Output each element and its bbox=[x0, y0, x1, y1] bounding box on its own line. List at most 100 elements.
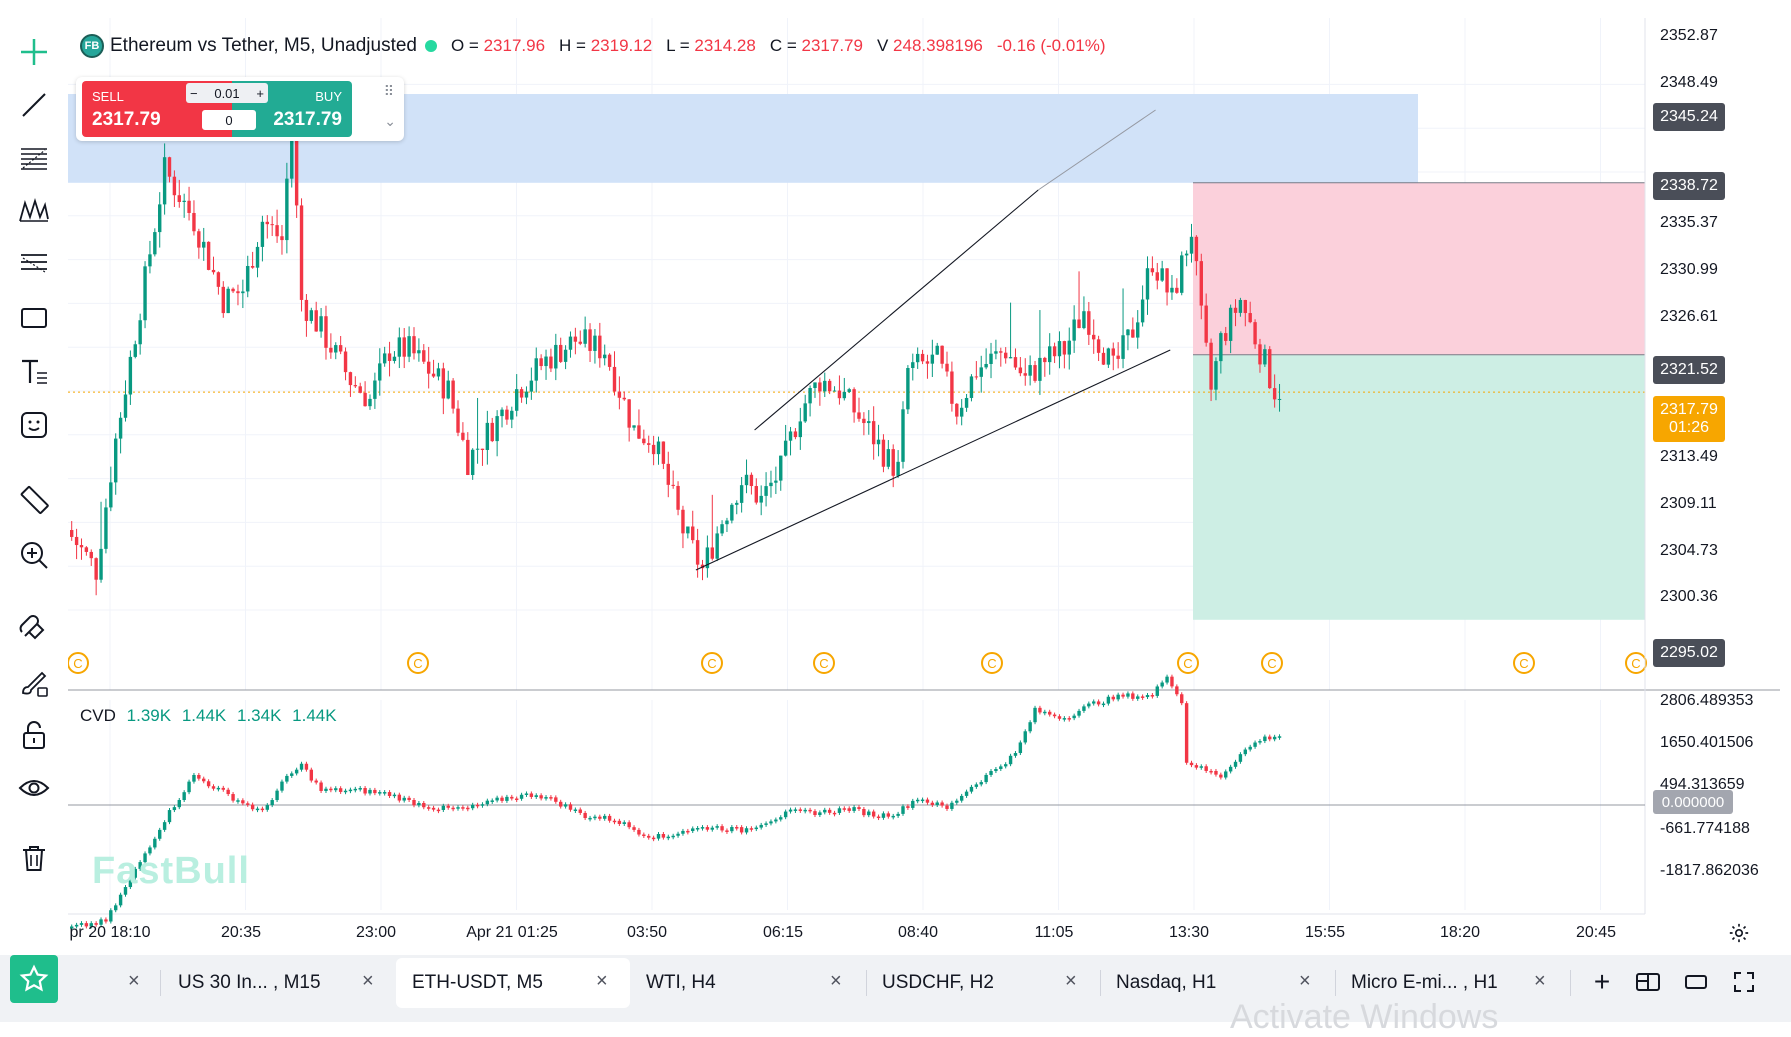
tab-usdchf[interactable]: USDCHF, H2 bbox=[870, 958, 1006, 1008]
tab-wti[interactable]: WTI, H4 bbox=[636, 958, 726, 1008]
tab-close-button[interactable]: × bbox=[830, 970, 842, 992]
candle bbox=[705, 547, 710, 569]
candle bbox=[143, 266, 147, 321]
rectangle-icon[interactable] bbox=[14, 298, 54, 338]
cvd-candle bbox=[172, 807, 177, 811]
settings-gear-icon[interactable] bbox=[1728, 922, 1750, 944]
candle bbox=[911, 362, 915, 369]
cvd-candle bbox=[290, 773, 294, 776]
watchlist-button[interactable] bbox=[10, 955, 58, 1003]
economic-event-marker[interactable]: C bbox=[1261, 652, 1283, 674]
emoji-icon[interactable] bbox=[14, 405, 54, 445]
cvd-candle bbox=[1101, 703, 1106, 706]
economic-event-marker[interactable]: C bbox=[407, 652, 429, 674]
cvd-candle bbox=[348, 789, 353, 792]
crosshair-icon[interactable] bbox=[14, 32, 54, 72]
tab-us30[interactable]: US 30 In... , M15 bbox=[166, 958, 333, 1008]
symbol-title[interactable]: Ethereum vs Tether, M5, Unadjusted bbox=[110, 35, 417, 56]
cvd-candle bbox=[989, 771, 993, 775]
trend-line-icon[interactable] bbox=[14, 85, 54, 125]
candle bbox=[720, 524, 724, 534]
economic-event-marker[interactable]: C bbox=[1177, 652, 1199, 674]
chevron-down-icon[interactable]: ⌄ bbox=[384, 113, 396, 129]
add-tab-button[interactable]: + bbox=[1593, 966, 1611, 997]
text-tool-icon[interactable] bbox=[14, 352, 54, 392]
layout-icon[interactable] bbox=[1632, 966, 1664, 998]
cvd-candle bbox=[1155, 686, 1159, 696]
tab-micro-emini[interactable]: Micro E-mi... , H1 bbox=[1339, 958, 1510, 1008]
cvd-candle bbox=[216, 787, 221, 790]
cvd-candle bbox=[158, 829, 162, 839]
candle bbox=[1111, 348, 1115, 356]
ruler-icon[interactable] bbox=[14, 480, 54, 520]
tab-close-button[interactable]: × bbox=[596, 970, 608, 992]
prediction-icon[interactable] bbox=[14, 243, 54, 283]
tab-close-button[interactable]: × bbox=[362, 970, 374, 992]
candle bbox=[994, 351, 998, 354]
tab-nasdaq[interactable]: Nasdaq, H1 bbox=[1104, 958, 1228, 1008]
zoom-in-icon[interactable] bbox=[14, 535, 54, 575]
cvd-candle bbox=[881, 813, 886, 818]
candle bbox=[1028, 365, 1032, 376]
cvd-label[interactable]: CVD bbox=[80, 706, 116, 725]
candle bbox=[1018, 367, 1023, 374]
candle bbox=[1038, 357, 1042, 381]
cvd-candle bbox=[162, 822, 167, 830]
sell-label: SELL bbox=[92, 89, 124, 104]
economic-event-marker[interactable]: C bbox=[1625, 652, 1647, 674]
candle bbox=[1140, 299, 1145, 323]
tab-close-button[interactable]: × bbox=[1299, 970, 1311, 992]
cvd-candle bbox=[334, 788, 338, 791]
tab-eth-usdt[interactable]: ETH-USDT, M5 bbox=[396, 958, 630, 1008]
cvd-candle bbox=[431, 807, 436, 810]
drag-handle-icon[interactable]: ⠿ bbox=[383, 83, 394, 99]
cvd-candle bbox=[314, 780, 318, 783]
cvd-tick: 2806.489353 bbox=[1660, 692, 1754, 709]
cvd-candle bbox=[89, 923, 93, 927]
economic-event-marker[interactable]: C bbox=[813, 652, 835, 674]
cvd-candle bbox=[568, 804, 573, 810]
sell-price: 2317.79 bbox=[92, 109, 161, 130]
magnet-icon[interactable] bbox=[14, 607, 54, 647]
candle bbox=[1092, 334, 1096, 340]
cvd-candle bbox=[886, 813, 891, 817]
qty-decrease-button[interactable]: − bbox=[190, 85, 198, 101]
economic-event-marker[interactable]: C bbox=[981, 652, 1003, 674]
cvd-candle bbox=[514, 798, 519, 801]
tab-label: Nasdaq, H1 bbox=[1116, 972, 1217, 993]
tab-close-button[interactable]: × bbox=[1534, 970, 1546, 992]
unlock-icon[interactable] bbox=[14, 715, 54, 755]
qty-value[interactable]: 0.01 bbox=[214, 85, 240, 101]
eye-icon[interactable] bbox=[14, 768, 54, 808]
candle bbox=[920, 353, 925, 362]
fullscreen-icon[interactable] bbox=[1728, 966, 1760, 998]
tab-close-button[interactable]: × bbox=[128, 970, 140, 992]
fib-retracement-icon[interactable] bbox=[14, 138, 54, 178]
cvd-candle bbox=[725, 830, 729, 832]
tab-close-button[interactable]: × bbox=[1065, 970, 1077, 992]
candle bbox=[588, 329, 592, 351]
brush-lock-icon[interactable] bbox=[14, 662, 54, 702]
candle bbox=[1008, 357, 1013, 359]
economic-event-marker[interactable]: C bbox=[67, 652, 89, 674]
candle bbox=[1043, 357, 1047, 363]
single-pane-icon[interactable] bbox=[1680, 966, 1712, 998]
svg-text:C: C bbox=[413, 656, 422, 671]
take-profit-price-badge: 2295.02 bbox=[1653, 639, 1725, 667]
cvd-candle bbox=[1189, 762, 1194, 766]
stop-loss-zone bbox=[1193, 182, 1645, 355]
pattern-icon[interactable] bbox=[14, 190, 54, 230]
cvd-candle bbox=[99, 919, 103, 925]
economic-event-marker[interactable]: C bbox=[701, 652, 723, 674]
trash-icon[interactable] bbox=[14, 838, 54, 878]
economic-event-marker[interactable]: C bbox=[1513, 652, 1535, 674]
qty-increase-button[interactable]: + bbox=[256, 85, 264, 101]
candle bbox=[353, 385, 358, 387]
quantity-stepper[interactable]: − 0.01 + bbox=[186, 83, 268, 103]
cvd-candle bbox=[109, 910, 113, 922]
ohlc-close: C = 2317.79 bbox=[769, 36, 863, 55]
cvd-candle bbox=[715, 826, 719, 828]
candle bbox=[671, 484, 675, 486]
candle bbox=[250, 265, 255, 268]
